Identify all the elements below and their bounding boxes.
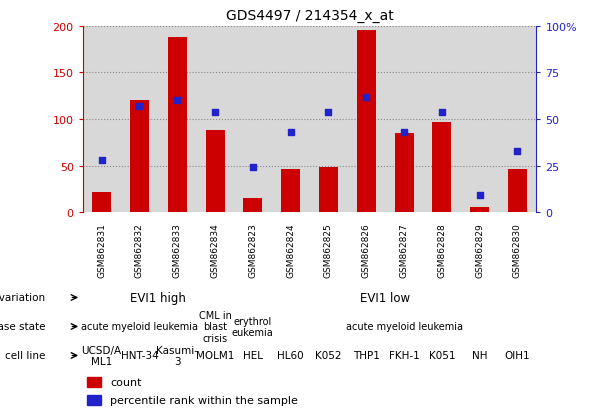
Text: GSM862824: GSM862824	[286, 223, 295, 277]
Text: cell line: cell line	[5, 351, 45, 361]
Text: GSM862829: GSM862829	[475, 223, 484, 277]
Point	[97, 157, 107, 164]
Bar	[243, 199, 262, 213]
Bar	[470, 207, 489, 213]
Point	[324, 109, 333, 116]
Text: GSM862834: GSM862834	[210, 223, 219, 277]
Text: disease state: disease state	[0, 322, 45, 332]
Text: CML in
blast
crisis: CML in blast crisis	[199, 310, 232, 343]
Text: HL60: HL60	[277, 351, 304, 361]
Text: GSM862826: GSM862826	[362, 223, 371, 277]
Text: GSM862831: GSM862831	[97, 223, 106, 277]
Text: HEL: HEL	[243, 351, 263, 361]
Bar	[508, 170, 527, 213]
Text: count: count	[110, 377, 142, 387]
Text: THP1: THP1	[353, 351, 379, 361]
Bar	[87, 377, 101, 387]
Text: OIH1: OIH1	[504, 351, 530, 361]
Text: GSM862825: GSM862825	[324, 223, 333, 277]
Bar	[87, 395, 101, 405]
Point	[512, 148, 522, 155]
Point	[437, 109, 447, 116]
Text: GSM862833: GSM862833	[173, 223, 182, 277]
Point	[399, 129, 409, 136]
Text: GSM862823: GSM862823	[248, 223, 257, 277]
Text: NH: NH	[472, 351, 487, 361]
Text: acute myeloid leukemia: acute myeloid leukemia	[346, 322, 463, 332]
Bar	[319, 168, 338, 213]
Text: GSM862832: GSM862832	[135, 223, 144, 277]
Bar	[168, 38, 187, 213]
Point	[361, 94, 371, 101]
Point	[210, 109, 220, 116]
Point	[286, 129, 295, 136]
Text: Kasumi-
3: Kasumi- 3	[156, 345, 198, 366]
Text: acute myeloid leukemia: acute myeloid leukemia	[81, 322, 198, 332]
Text: erythrol
eukemia: erythrol eukemia	[232, 316, 274, 337]
Point	[248, 165, 257, 171]
Text: K052: K052	[315, 351, 341, 361]
Point	[475, 192, 485, 199]
Text: EVI1 low: EVI1 low	[360, 291, 410, 304]
Text: percentile rank within the sample: percentile rank within the sample	[110, 395, 298, 405]
Bar	[395, 134, 414, 213]
Bar	[432, 123, 451, 213]
Text: FKH-1: FKH-1	[389, 351, 419, 361]
Text: GSM862827: GSM862827	[400, 223, 409, 277]
Text: GSM862828: GSM862828	[437, 223, 446, 277]
Text: genotype/variation: genotype/variation	[0, 293, 45, 303]
Text: EVI1 high: EVI1 high	[131, 291, 186, 304]
Text: HNT-34: HNT-34	[121, 351, 158, 361]
Bar	[281, 170, 300, 213]
Text: GSM862830: GSM862830	[513, 223, 522, 277]
Text: UCSD/A
ML1: UCSD/A ML1	[82, 345, 122, 366]
Point	[172, 98, 182, 104]
Bar	[205, 131, 224, 213]
Text: MOLM1: MOLM1	[196, 351, 234, 361]
Bar	[130, 101, 149, 213]
Title: GDS4497 / 214354_x_at: GDS4497 / 214354_x_at	[226, 9, 394, 23]
Bar	[92, 192, 111, 213]
Point	[134, 103, 145, 110]
Text: K051: K051	[428, 351, 455, 361]
Bar	[357, 31, 376, 213]
